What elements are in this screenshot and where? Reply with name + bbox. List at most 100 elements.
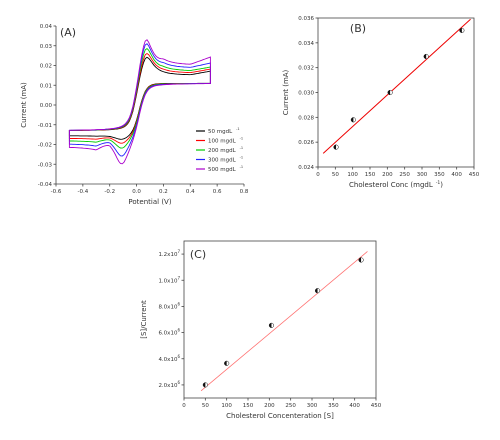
y-tick-label: -0.02	[38, 143, 52, 149]
x-tick-label: 350	[434, 172, 445, 178]
legend-label: 100 mgdL -1	[208, 137, 243, 145]
data-point	[459, 27, 465, 33]
y-tick-label: -0.01	[38, 123, 52, 129]
x-tick-label: 0.8	[240, 189, 249, 195]
linear-fit-line	[200, 251, 368, 392]
y-tick-label-base: 2.0x10	[158, 383, 178, 389]
x-axis-label: Potential (V)	[128, 198, 171, 206]
data-point-half-fill	[358, 257, 362, 263]
panel-c-hanes-plot: 0 50 100 150 200 250 300 350 400 4502.0x1064.0x10…	[140, 240, 382, 420]
legend-label: 500 mgdL -1	[208, 165, 243, 173]
x-tick-label: -0.2	[104, 189, 115, 195]
y-tick-label: 0.034	[298, 41, 314, 47]
x-tick-label: 450	[469, 172, 480, 178]
x-tick-label: -0.6	[51, 189, 62, 195]
y-tick-label: 0.03	[40, 44, 53, 50]
data-point-half-fill	[315, 288, 318, 294]
y-tick-label: 6.0x106	[158, 328, 180, 337]
y-tick-label: 8.0x106	[158, 301, 180, 310]
x-tick-label: 150	[365, 172, 376, 178]
y-tick-label-exponent: 6	[177, 380, 180, 385]
data-point	[358, 257, 364, 263]
legend-label-sup: -1	[240, 146, 244, 150]
y-tick-label: 1.2x107	[158, 249, 180, 258]
x-tick-label: 300	[417, 172, 428, 178]
x-tick-label: 0	[182, 403, 186, 409]
legend-label-text: 500 mgdL	[208, 167, 237, 173]
x-tick-label: 0.0	[132, 189, 141, 195]
x-tick-label: 100	[221, 403, 232, 409]
panel-a-cyclic-voltammogram: -0.6 -0.4 -0.2 0.0 0.2 0.4 0.6 0.8 -0.04 -0.03 -0.…	[20, 24, 249, 206]
data-point	[387, 89, 393, 96]
y-tick-label: 1.0x107	[158, 275, 180, 284]
linear-fit-line	[322, 18, 471, 154]
y-tick-label: -0.04	[38, 182, 53, 188]
data-point-half-fill	[423, 54, 427, 59]
data-point	[202, 382, 208, 388]
y-axis-label: Current (mA)	[20, 82, 28, 128]
x-axis-label: Cholesterol Concenteration [S]	[226, 412, 334, 420]
y-tick-label-base: 6.0x10	[158, 331, 178, 337]
y-tick-label: -0.03	[38, 162, 53, 168]
panel-letter: (A)	[60, 26, 76, 39]
data-point-half-fill	[333, 144, 337, 150]
data-point	[423, 53, 429, 60]
x-axis-label-sup: -1	[436, 180, 441, 186]
x-axis-label-close: )	[440, 181, 443, 189]
x-tick-label: 100	[347, 172, 358, 178]
x-tick-label: 0.4	[186, 189, 195, 195]
legend-label-text: 200 mgdL	[208, 148, 237, 154]
data-point-half-fill	[459, 28, 462, 33]
data-point	[268, 322, 275, 328]
y-tick-label: 0.036	[298, 16, 314, 22]
panel-letter: (B)	[350, 22, 366, 35]
y-tick-label: 0.00	[40, 103, 53, 109]
legend-label-text: 50 mgdL	[208, 129, 233, 135]
y-tick-label: 0.028	[298, 115, 314, 121]
x-tick-label: 200	[264, 403, 275, 409]
y-tick-label: 0.030	[298, 91, 314, 97]
panel-b-calibration-plot: 0 50 100 150 200 250 300 350 400 450 0.024 0.026 0.0…	[282, 16, 480, 189]
x-tick-label: 400	[451, 172, 462, 178]
legend-label: 300 mgdL -1	[208, 156, 243, 164]
legend-label-sup: -1	[240, 156, 244, 160]
legend-label-text: 100 mgdL	[208, 139, 237, 145]
y-tick-label: 0.01	[40, 83, 52, 89]
y-tick-label-base: 1.2x10	[158, 252, 178, 258]
cv-curve-series-5	[68, 39, 211, 165]
data-point-half-fill	[269, 323, 272, 328]
y-axis-label: [S]/Current	[140, 300, 148, 339]
panel-letter: (C)	[190, 248, 206, 261]
legend-label: 200 mgdL -1	[208, 146, 243, 154]
y-tick-label-base: 8.0x10	[158, 304, 178, 310]
legend-label-sup: -1	[240, 137, 244, 141]
x-tick-label: 200	[382, 172, 393, 178]
y-tick-label: 4.0x106	[158, 354, 180, 363]
y-tick-label: 2.0x106	[158, 380, 180, 389]
y-axis-label: Current (mA)	[282, 69, 290, 115]
data-point-half-fill	[203, 382, 206, 388]
y-tick-label: 0.02	[40, 64, 52, 70]
y-tick-label: 0.026	[298, 140, 314, 146]
y-tick-label: 0.04	[40, 24, 53, 30]
legend-label: 50 mgdL -1	[208, 127, 240, 135]
legend-label-sup: -1	[236, 127, 240, 131]
data-point-half-fill	[351, 117, 354, 123]
data-point	[350, 117, 356, 123]
x-axis-label-text: Cholesterol Concenteration [S]	[226, 412, 334, 420]
x-tick-label: 50	[332, 172, 339, 178]
y-tick-label-exponent: 6	[177, 328, 180, 333]
x-tick-label: 300	[307, 403, 318, 409]
x-tick-label: -0.4	[77, 189, 88, 195]
x-axis-label-text: Potential (V)	[128, 198, 171, 206]
x-tick-label: 450	[371, 403, 382, 409]
data-point-half-fill	[387, 90, 391, 95]
y-tick-label: 0.032	[298, 66, 314, 72]
x-tick-label: 150	[243, 403, 254, 409]
data-point	[314, 288, 321, 294]
x-tick-label: 350	[328, 403, 339, 409]
y-tick-label-exponent: 6	[177, 354, 180, 359]
y-tick-label-exponent: 6	[177, 301, 180, 306]
